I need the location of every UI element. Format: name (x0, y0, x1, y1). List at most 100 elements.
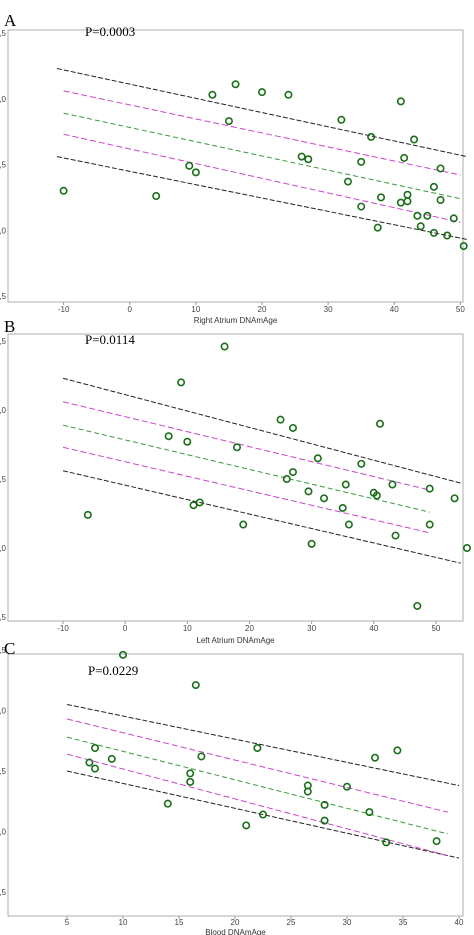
data-point (343, 177, 352, 186)
x-tick-label: 20 (231, 918, 240, 927)
y-tick-label: 1,5 (0, 161, 7, 170)
y-tick-label: 2,0 (0, 95, 7, 104)
data-point (257, 88, 266, 97)
data-point (313, 454, 322, 463)
panel-label: A (4, 11, 17, 30)
x-tick-label: 40 (369, 624, 378, 633)
data-point (177, 378, 186, 387)
x-tick-label: 15 (175, 918, 184, 927)
data-point (388, 480, 397, 489)
data-point (391, 531, 400, 540)
y-tick-label: 1,0 (0, 226, 7, 235)
data-point (284, 90, 293, 99)
prediction-interval-lower (62, 470, 461, 564)
data-point (375, 419, 384, 428)
confidence-interval-lower (66, 753, 448, 857)
panel-label: B (4, 317, 15, 336)
x-tick-label: 25 (287, 918, 296, 927)
x-tick-label: 0 (128, 305, 133, 314)
chart-panel-b: B P=0.0114 0,5 1,0 1,5 2,0 2,5 -10 0 10 20 30 40 50 Le… (0, 317, 471, 645)
prediction-interval-upper (62, 377, 461, 484)
data-point (410, 135, 419, 144)
x-axis-label: Left Atrium DNAmAge (196, 636, 275, 645)
data-point (191, 681, 200, 690)
data-point (320, 816, 329, 825)
y-tick-label: 1,0 (0, 828, 7, 837)
data-point (191, 168, 200, 177)
data-point (152, 192, 161, 201)
x-tick-label: 10 (191, 305, 200, 314)
x-tick-label: 50 (431, 624, 440, 633)
confidence-interval-upper (66, 718, 448, 813)
data-point (367, 132, 376, 141)
data-point (297, 152, 306, 161)
y-tick-label: 0,5 (0, 292, 7, 301)
data-point (373, 223, 382, 232)
data-point (382, 838, 391, 847)
data-point (338, 503, 347, 512)
data-point (432, 837, 441, 846)
data-point (164, 432, 173, 441)
p-value-annotation: P=0.0003 (85, 24, 135, 39)
data-point (357, 459, 366, 468)
y-tick-label: 2,0 (0, 406, 7, 415)
data-point (288, 468, 297, 477)
y-tick-label: 1,5 (0, 767, 7, 776)
y-tick-label: 1,0 (0, 544, 7, 553)
data-point (396, 97, 405, 106)
x-tick-label: 5 (65, 918, 70, 927)
y-tick-label: 2,5 (0, 29, 7, 38)
data-point (85, 758, 94, 767)
data-point (462, 543, 471, 552)
data-point (186, 769, 195, 778)
x-axis-label: Right Atrium DNAmAge (194, 316, 278, 325)
data-point (186, 777, 195, 786)
x-tick-label: 40 (390, 305, 399, 314)
data-point (242, 821, 251, 830)
data-point (400, 153, 409, 162)
data-point (304, 487, 313, 496)
y-tick-label: 2,5 (0, 646, 7, 655)
data-point (436, 196, 445, 205)
chart-panel-a: A P=0.0003 0,5 1,0 1,5 2,0 2,5 -10 0 10 20 30 40 50 Ri… (0, 11, 468, 325)
data-point (436, 164, 445, 173)
data-point (416, 222, 425, 231)
x-tick-label: 30 (307, 624, 316, 633)
y-tick-label: 0,5 (0, 613, 7, 622)
data-point (393, 746, 402, 755)
x-tick-label: 20 (258, 305, 267, 314)
confidence-interval-upper (62, 401, 430, 491)
plot-frame (7, 29, 464, 303)
data-point (342, 782, 351, 791)
data-point (107, 754, 116, 763)
plot-frame (7, 653, 464, 917)
data-point (429, 182, 438, 191)
data-point (253, 744, 262, 753)
chart-panel-c: C P=0.0229 0,5 1,0 1,5 2,0 2,5 5 10 15 20 25 30 35 40 B… (0, 639, 464, 935)
data-point (231, 80, 240, 89)
p-value-annotation: P=0.0229 (88, 663, 138, 678)
data-point (443, 231, 452, 240)
data-point (185, 161, 194, 170)
data-point (189, 501, 198, 510)
data-point (288, 423, 297, 432)
data-point (429, 228, 438, 237)
data-point (195, 498, 204, 507)
data-point (83, 510, 92, 519)
regression-line (66, 736, 448, 835)
data-point (425, 520, 434, 529)
confidence-interval-upper (63, 90, 461, 176)
x-tick-label: 0 (123, 624, 128, 633)
data-point (365, 808, 374, 817)
data-point (425, 484, 434, 493)
data-point (163, 799, 172, 808)
data-point (344, 520, 353, 529)
data-point (183, 437, 192, 446)
data-point (403, 190, 412, 199)
x-tick-label: 35 (399, 918, 408, 927)
data-point (282, 474, 291, 483)
data-point (341, 480, 350, 489)
x-tick-label: 30 (324, 305, 333, 314)
data-point (372, 491, 381, 500)
data-point (91, 744, 100, 753)
